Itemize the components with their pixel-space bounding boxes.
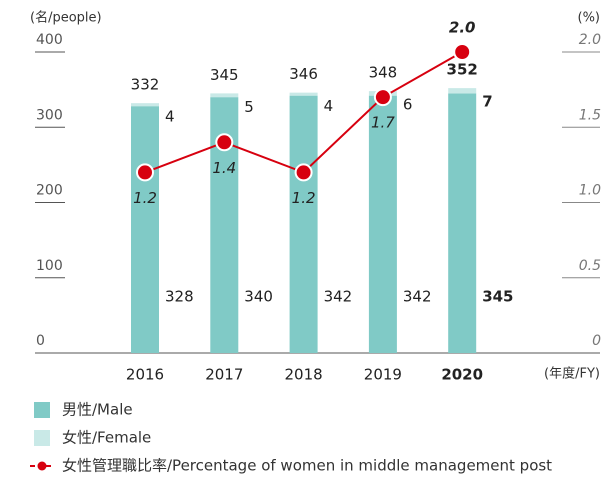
value-label: 6 — [403, 96, 413, 114]
bar-segment — [131, 103, 159, 107]
x-tick-label: 2017 — [205, 366, 243, 384]
line-value-label: 2.0 — [449, 19, 476, 37]
bar-segment — [131, 106, 159, 354]
bar-segment — [289, 92, 318, 96]
y2-tick-label: 1.5 — [579, 107, 601, 123]
legend-swatch — [34, 402, 50, 418]
line-value-label: 1.2 — [292, 189, 316, 207]
line-marker — [294, 163, 313, 182]
y-tick-label: 100 — [36, 258, 63, 274]
total-label: 348 — [369, 64, 398, 82]
legend-marker — [37, 461, 47, 471]
total-label: 346 — [289, 65, 318, 83]
value-label: 328 — [165, 288, 194, 306]
total-label: 345 — [210, 66, 239, 84]
value-label: 342 — [324, 288, 353, 306]
value-label: 340 — [244, 288, 273, 306]
value-label: 5 — [244, 98, 254, 116]
x-axis-label: (年度/FY) — [544, 366, 600, 382]
bar-segment — [448, 93, 477, 353]
legend-swatch — [34, 430, 50, 446]
y-tick-label: 0 — [36, 333, 45, 349]
line-marker — [373, 88, 392, 107]
y2-tick-label: 2.0 — [579, 32, 601, 48]
value-label: 342 — [403, 288, 432, 306]
y-tick-label: 400 — [36, 32, 63, 48]
legend-label: 男性/Male — [62, 401, 133, 419]
y2-tick-label: 0.5 — [579, 258, 601, 274]
y2-axis-label: (%) — [578, 11, 601, 26]
line-marker — [136, 163, 154, 182]
bar-segment — [448, 88, 477, 94]
x-tick-label: 2020 — [441, 366, 483, 384]
line-value-label: 1.4 — [212, 159, 236, 177]
line-marker — [215, 133, 234, 152]
y-tick-label: 300 — [36, 107, 63, 123]
y2-tick-label: 0 — [592, 333, 601, 349]
bar-segment — [289, 95, 318, 354]
value-label: 345 — [482, 288, 513, 306]
value-label: 7 — [482, 93, 492, 111]
legend-label: 女性/Female — [62, 429, 151, 447]
legend-label: 女性管理職比率/Percentage of women in middle ma… — [62, 457, 552, 475]
total-label: 352 — [447, 61, 478, 79]
bar-segment — [210, 93, 239, 98]
line-marker — [453, 43, 472, 61]
y2-tick-label: 1.0 — [579, 183, 601, 199]
x-tick-label: 2019 — [364, 366, 402, 384]
line-value-label: 1.2 — [133, 189, 157, 207]
y-axis-label: (名/people) — [30, 10, 102, 26]
x-tick-label: 2018 — [285, 366, 323, 384]
x-tick-label: 2016 — [126, 366, 164, 384]
total-label: 332 — [131, 76, 160, 94]
line-value-label: 1.7 — [371, 114, 395, 132]
value-label: 4 — [324, 97, 334, 115]
value-label: 4 — [165, 108, 175, 126]
bar-segment — [368, 95, 397, 354]
y-tick-label: 200 — [36, 183, 63, 199]
